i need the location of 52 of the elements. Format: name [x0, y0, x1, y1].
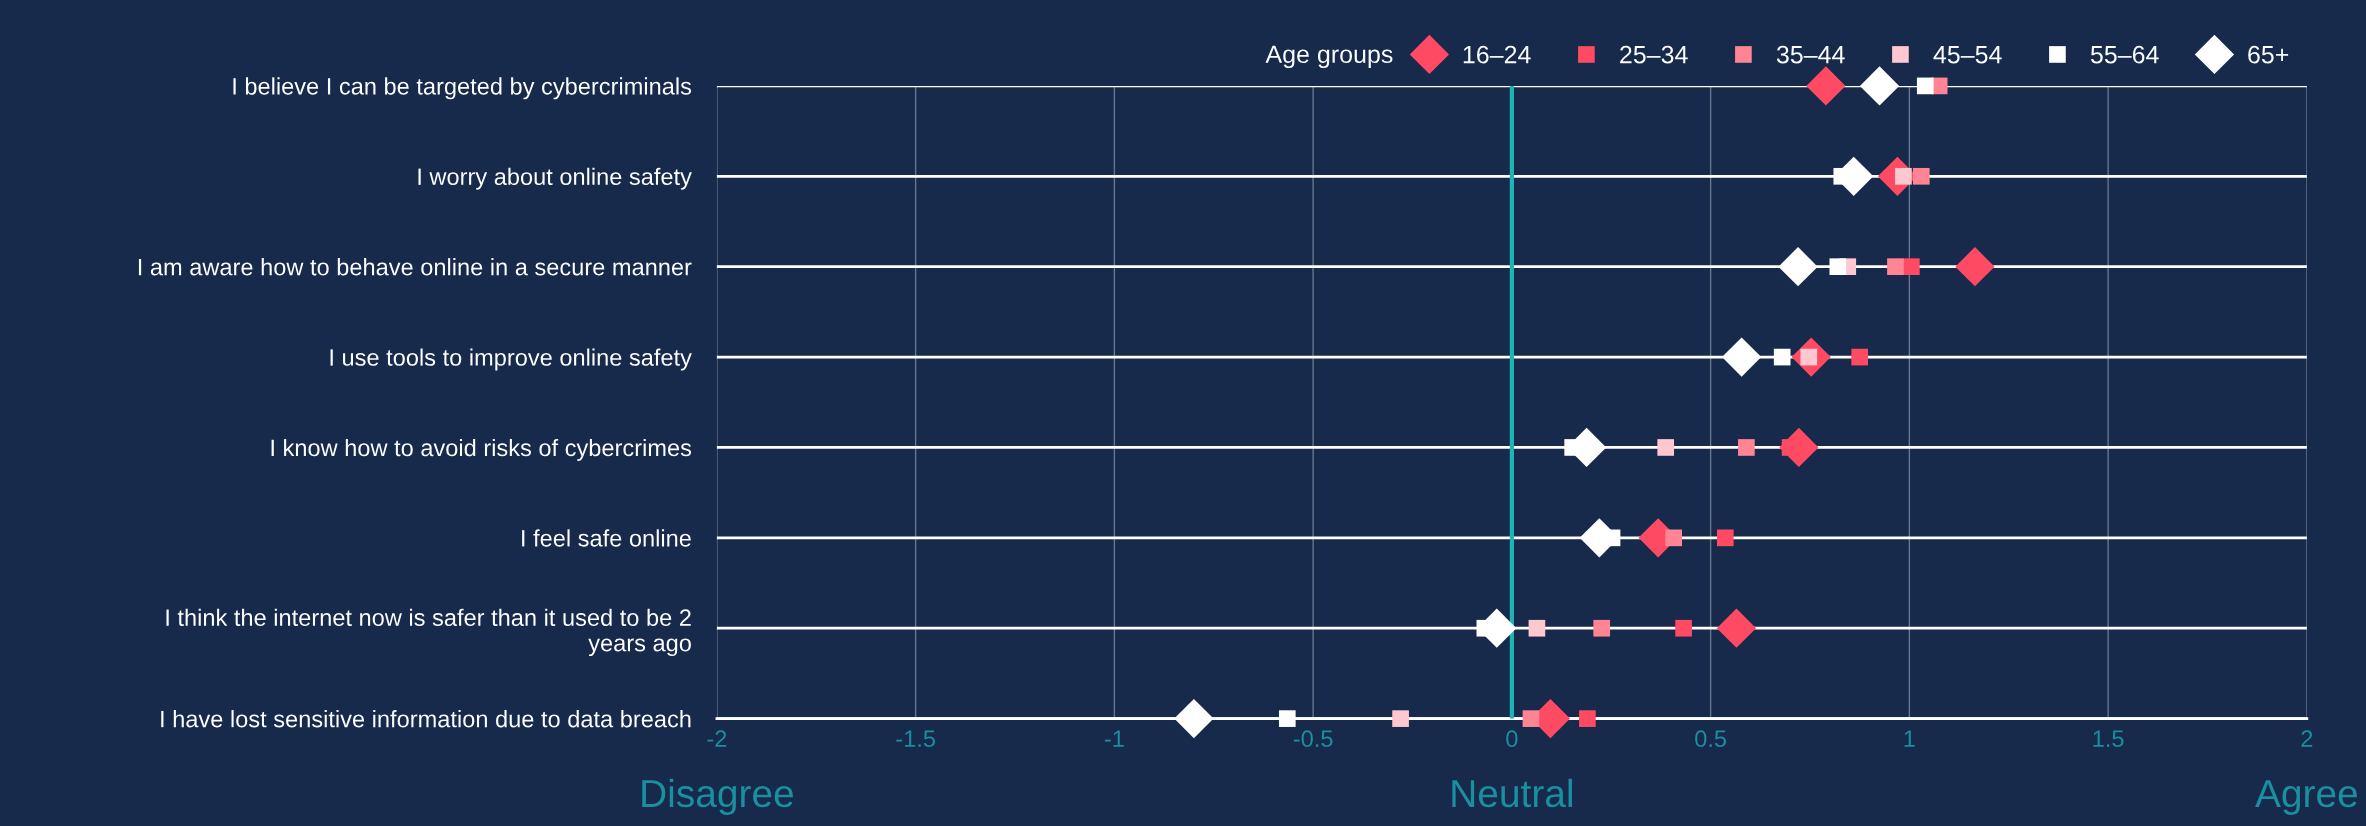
- y-tick-label: I am aware how to behave online in a secure manner: [138, 258, 692, 276]
- point: [1887, 258, 1904, 276]
- point: [1392, 710, 1409, 727]
- point: [1528, 619, 1546, 637]
- point: [1657, 439, 1675, 456]
- legend-label: 65+: [2248, 45, 2289, 64]
- legend-label: 35–44: [1776, 45, 1845, 64]
- point: [1903, 258, 1920, 276]
- y-tick-label: I use tools to improve online safety: [330, 348, 692, 371]
- annotation: Disagree: [642, 778, 793, 815]
- point: [1738, 439, 1755, 456]
- point: [1593, 619, 1611, 637]
- legend-label: 55–64: [2090, 45, 2159, 64]
- y-tick-label: I think the internet now is safer than it used to be 2 years ago: [166, 608, 691, 657]
- x-tick-label: -0.5: [1293, 730, 1333, 748]
- y-tick-label: I feel safe online: [522, 529, 691, 547]
- x-tick-label: -2: [707, 730, 727, 747]
- point: [1778, 247, 1818, 287]
- point: [1675, 619, 1692, 637]
- point: [1859, 66, 1900, 106]
- point: [1665, 529, 1682, 547]
- y-tick-label: I believe I can be targeted by cybercriminals: [233, 77, 692, 100]
- point: [1916, 77, 1934, 95]
- point: [1806, 66, 1846, 106]
- legend-label: 45–54: [1933, 46, 2002, 64]
- point: [1829, 258, 1847, 276]
- x-tick-label: 2: [2301, 730, 2313, 747]
- y-tick-label: I have lost sensitive information due to data breach: [161, 710, 691, 728]
- y-tick-label: I know how to avoid risks of cybercrimes: [271, 438, 692, 461]
- point: [1955, 247, 1995, 287]
- point: [1278, 710, 1296, 727]
- legend-label: 16–24: [1463, 45, 1531, 64]
- point: [1716, 608, 1757, 648]
- x-tick-label: -1: [1104, 730, 1124, 747]
- point: [1522, 710, 1540, 727]
- x-tick-label: 1.5: [2093, 730, 2124, 748]
- annotation: Agree: [2255, 780, 2358, 815]
- legend-title: Age groups: [1265, 45, 1393, 69]
- x-tick-label: -1.5: [896, 730, 935, 748]
- x-tick-label: 1: [1904, 730, 1915, 747]
- point: [1174, 698, 1214, 739]
- y-tick-label: I worry about online safety: [418, 167, 692, 190]
- point: [1773, 348, 1791, 366]
- point: [1721, 337, 1762, 377]
- x-tick-label: 0: [1506, 730, 1518, 748]
- point: [1716, 529, 1734, 547]
- point: [1851, 348, 1869, 366]
- point: [1912, 167, 1930, 185]
- x-tick-label: 0.5: [1695, 730, 1727, 748]
- legend-label: 25–34: [1620, 45, 1688, 64]
- annotation: Neutral: [1452, 778, 1572, 808]
- point: [1579, 710, 1596, 727]
